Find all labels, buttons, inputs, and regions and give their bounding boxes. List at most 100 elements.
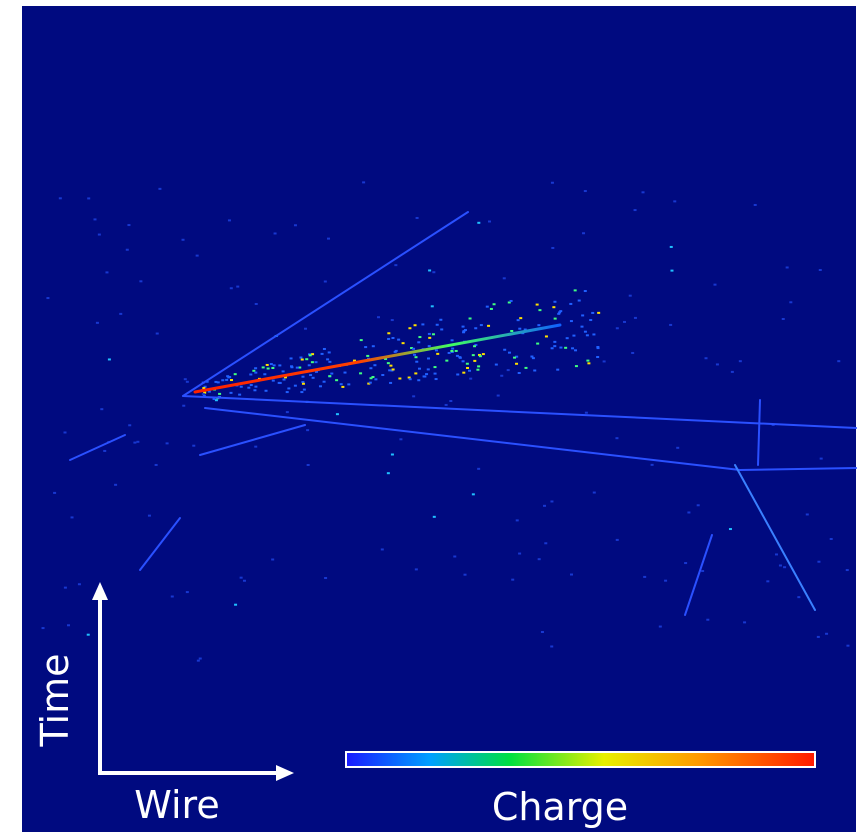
speckle <box>70 516 74 519</box>
speckle <box>550 500 554 503</box>
speckle <box>249 384 253 387</box>
speckle <box>817 560 821 563</box>
speckle <box>536 342 540 345</box>
speckle <box>434 378 438 381</box>
colorbar <box>345 751 816 768</box>
speckle <box>421 323 425 326</box>
speckle <box>643 575 647 578</box>
speckle <box>387 332 391 335</box>
speckle <box>537 558 541 561</box>
speckle <box>462 331 466 334</box>
speckle <box>380 548 384 551</box>
speckle <box>783 566 787 569</box>
speckle <box>701 570 705 573</box>
speckle <box>455 354 459 357</box>
speckle <box>394 349 398 352</box>
speckle <box>272 364 276 367</box>
speckle <box>503 348 507 351</box>
speckle <box>414 356 418 359</box>
speckle <box>301 375 305 378</box>
speckle <box>326 358 330 361</box>
speckle <box>414 372 418 375</box>
speckle <box>318 385 322 388</box>
speckle <box>433 366 437 369</box>
speckle <box>253 389 257 392</box>
speckle <box>107 358 111 361</box>
speckle <box>466 366 470 369</box>
speckle <box>537 324 541 327</box>
speckle <box>684 562 688 565</box>
speckle <box>531 357 535 360</box>
speckle <box>500 374 504 377</box>
speckle <box>816 635 820 638</box>
speckle <box>715 363 719 366</box>
track <box>204 407 741 471</box>
speckle <box>687 511 691 514</box>
speckle <box>136 440 140 443</box>
speckle <box>422 375 426 378</box>
track <box>684 534 713 616</box>
speckle <box>227 219 231 222</box>
speckle <box>450 339 454 342</box>
speckle <box>410 347 414 350</box>
speckle <box>451 347 455 350</box>
speckle <box>450 349 454 352</box>
speckle <box>128 424 132 427</box>
wire-label: Wire <box>134 783 219 827</box>
speckle <box>236 285 240 288</box>
speckle <box>577 299 581 302</box>
speckle <box>597 311 601 314</box>
speckle <box>427 357 431 360</box>
speckle <box>366 354 370 357</box>
speckle <box>615 437 619 440</box>
speckle <box>444 403 448 406</box>
speckle <box>216 381 220 384</box>
speckle <box>387 337 391 340</box>
speckle <box>456 373 460 376</box>
track <box>199 424 306 456</box>
speckle <box>713 283 717 286</box>
speckle <box>229 391 233 394</box>
speckle <box>596 347 600 350</box>
speckle <box>119 312 123 315</box>
speckle <box>478 353 482 356</box>
track <box>182 211 469 397</box>
speckle <box>412 395 416 398</box>
speckle <box>543 504 547 507</box>
speckle <box>417 341 421 344</box>
speckle <box>335 379 339 382</box>
speckle <box>53 491 57 494</box>
track <box>739 467 857 471</box>
track <box>734 464 816 611</box>
speckle <box>785 266 789 269</box>
speckle <box>502 277 506 280</box>
speckle <box>489 307 493 310</box>
speckle <box>233 373 237 376</box>
speckle <box>669 323 673 326</box>
speckle <box>413 324 417 327</box>
speckle <box>304 327 308 330</box>
speckle <box>837 360 841 363</box>
speckle <box>425 373 429 376</box>
speckle <box>540 630 544 633</box>
speckle <box>572 334 576 337</box>
speckle <box>202 387 206 390</box>
speckle <box>774 553 778 556</box>
speckle <box>434 349 438 352</box>
speckle <box>95 321 99 324</box>
time-label: Time <box>33 654 77 748</box>
speckle <box>550 347 554 350</box>
speckle <box>449 400 453 403</box>
speckle <box>261 366 265 369</box>
speckle <box>474 327 478 330</box>
speckle <box>265 363 269 366</box>
speckle <box>462 371 466 374</box>
speckle <box>596 345 600 348</box>
speckle <box>299 356 303 359</box>
speckle <box>386 362 390 365</box>
speckle <box>103 449 107 452</box>
speckle <box>58 197 62 200</box>
speckle <box>247 386 251 389</box>
speckle <box>580 325 584 328</box>
